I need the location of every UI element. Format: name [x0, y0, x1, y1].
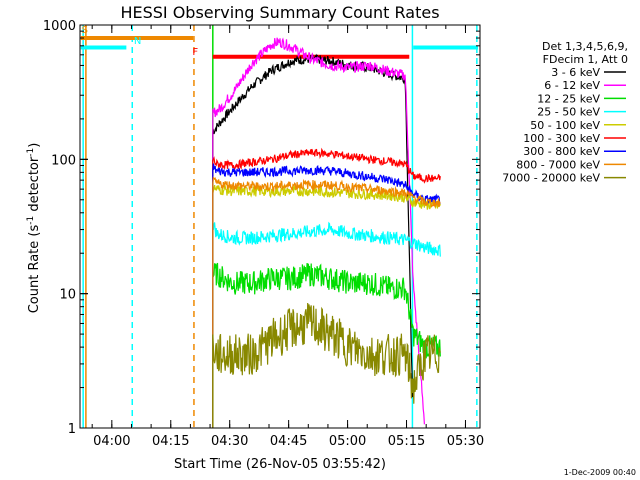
flag-label-night_label: N [134, 36, 141, 47]
legend-label-6: 300 - 800 keV [523, 145, 600, 158]
legend-label-7: 800 - 7000 keV [516, 158, 600, 171]
legend-label-1: 6 - 12 keV [544, 79, 600, 92]
flag-label-flare_label: F [192, 47, 198, 58]
x-tick-label-0: 04:00 [93, 434, 130, 449]
x-tick-label-5: 05:15 [388, 434, 425, 449]
series-line-6 [212, 163, 441, 428]
series-line-4 [212, 183, 441, 428]
y-tick-label-1: 10 [59, 288, 76, 303]
y-tick-label-3: 1000 [43, 19, 76, 34]
series-line-7 [212, 176, 441, 428]
series-line-1 [212, 37, 425, 428]
footer-date: 1-Dec-2009 00:40 [564, 468, 636, 477]
series-line-5 [212, 147, 441, 428]
y-tick-label-0: 1 [68, 422, 76, 437]
x-tick-label-1: 04:15 [152, 434, 189, 449]
series-line-3 [212, 221, 441, 428]
legend-label-4: 50 - 100 keV [530, 119, 600, 132]
x-tick-label-6: 05:30 [447, 434, 484, 449]
y-axis-label: Count Rate (s-1 detector-1) [26, 143, 42, 314]
series-line-2 [212, 262, 441, 428]
legend-label-5: 100 - 300 keV [523, 132, 600, 145]
x-tick-label-4: 05:00 [329, 434, 366, 449]
legend-label-3: 25 - 50 keV [537, 106, 600, 119]
x-axis-label: Start Time (26-Nov-05 03:55:42) [174, 457, 386, 472]
x-tick-label-3: 04:45 [270, 434, 307, 449]
plot-area: S N F 1 10 100 1000 04:00 04:15 04:30 04:45 05:00 05… [43, 19, 484, 449]
x-tick-label-2: 04:30 [211, 434, 248, 449]
legend-label-0: 3 - 6 keV [551, 66, 600, 79]
chart-title: HESSI Observing Summary Count Rates [120, 3, 439, 22]
legend-header-0: Det 1,3,4,5,6,9, [542, 40, 628, 53]
series-line-8 [212, 302, 441, 428]
legend-header-1: FDecim 1, Att 0 [543, 53, 628, 66]
plot-frame [79, 24, 481, 429]
legend-label-2: 12 - 25 keV [537, 92, 600, 105]
y-tick-label-2: 100 [51, 153, 76, 168]
flag-label-saa_label: S [82, 25, 88, 36]
legend-label-8: 7000 - 20000 keV [502, 172, 600, 185]
legend: Det 1,3,4,5,6,9,FDecim 1, Att 03 - 6 keV… [502, 40, 628, 185]
